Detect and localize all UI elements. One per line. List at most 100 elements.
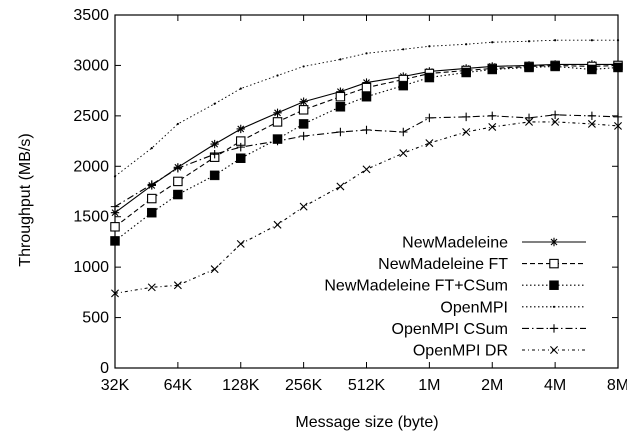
y-tick-label-0: 0 [100, 360, 109, 377]
y-tick-label-2500: 2500 [73, 108, 109, 125]
x-tick-label-32k: 32K [101, 377, 130, 394]
data-point-openmpi-csum-3m [524, 113, 534, 123]
data-point-openmpi-csum-256k [299, 131, 308, 141]
data-point-newmadeleine-ft-csum-512k [361, 91, 372, 102]
y-tick-label-1000: 1000 [73, 259, 109, 276]
data-point-openmpi-csum-512k [362, 125, 371, 135]
data-point-openmpi-96k [213, 102, 216, 105]
data-point-newmadeleine-384k [336, 87, 345, 96]
data-point-openmpi-csum-6m [587, 111, 597, 121]
data-point-newmadeleine-ft-csum-256k [298, 119, 309, 129]
data-point-openmpi-48k [150, 147, 153, 150]
data-point-newmadeleine-ft-192k [272, 117, 283, 127]
data-point-openmpi-dr-128k [236, 239, 245, 248]
legend-label-newmadeleine-ft-csum: NewMadeleine FT+CSum [324, 278, 508, 295]
data-point-newmadeleine-ft-csum-6m [587, 64, 597, 75]
data-point-openmpi-csum-96k [210, 149, 219, 159]
series-newmadeleine-ft [110, 60, 623, 232]
data-point-newmadeleine-256k [299, 97, 308, 106]
data-point-openmpi-csum-768k [399, 127, 408, 137]
data-point-openmpi-1m [428, 45, 431, 48]
data-point-openmpi-csum-48k [147, 180, 156, 189]
legend-label-newmadeleine-ft: NewMadeleine FT [378, 256, 508, 273]
y-tick-label-3500: 3500 [73, 7, 109, 24]
x-tick-label-4m: 4M [544, 377, 566, 394]
data-point-newmadeleine-ft-csum-3m [524, 62, 534, 73]
y-axis-title: Throughput (MB/s) [17, 133, 34, 266]
data-point-openmpi-csum-1m [425, 113, 434, 123]
legend-label-openmpi-dr: OpenMPI DR [413, 343, 508, 360]
plot-frame [114, 14, 619, 369]
data-point-openmpi-768k [402, 48, 405, 51]
data-point-openmpi-csum-1-5m [461, 112, 471, 122]
data-point-openmpi-64k [176, 122, 179, 126]
y-tick-label-3000: 3000 [73, 57, 109, 74]
x-tick-label-128k: 128K [222, 377, 260, 394]
x-tick-label-8m: 8M [607, 377, 627, 394]
legend-item-openmpi: OpenMPI [440, 299, 586, 316]
data-point-newmadeleine-ft-csum-64k [173, 189, 183, 200]
data-point-newmadeleine-96k [210, 139, 219, 149]
series-line-openmpi-dr [114, 121, 619, 294]
data-point-openmpi-csum-128k [236, 142, 245, 152]
legend-marker-newmadeleine-ft-csum [549, 280, 559, 290]
x-tick-label-256k: 256K [285, 377, 323, 394]
data-point-openmpi-csum-8m [613, 112, 623, 122]
data-point-newmadeleine-ft-csum-32k [110, 236, 120, 246]
data-point-openmpi-csum-32k [110, 202, 120, 211]
legend-marker-openmpi-csum [549, 324, 559, 333]
legend-item-newmadeleine-ft-csum: NewMadeleine FT+CSum [324, 278, 586, 295]
data-point-newmadeleine-ft-64k [173, 176, 183, 187]
series-openmpi-csum [110, 110, 623, 211]
y-tick-label-500: 500 [82, 310, 109, 327]
data-point-openmpi-6m [590, 39, 594, 42]
data-point-newmadeleine-ft-csum-48k [147, 207, 157, 218]
data-point-openmpi-256k [302, 65, 305, 68]
legend-item-openmpi-csum: OpenMPI CSum [392, 321, 586, 338]
data-point-newmadeleine-ft-csum-384k [335, 102, 346, 112]
data-point-newmadeleine-ft-csum-4m [550, 61, 560, 72]
data-point-openmpi-2m [491, 41, 494, 44]
legend-item-openmpi-dr: OpenMPI DR [413, 343, 586, 360]
data-point-newmadeleine-ft-csum-96k [209, 170, 220, 181]
data-point-openmpi-4m [554, 39, 557, 42]
data-point-openmpi-csum-2m [488, 111, 497, 121]
data-point-openmpi-dr-96k [210, 265, 219, 274]
data-point-newmadeleine-ft-csum-2m [487, 64, 497, 75]
series-openmpi-dr [111, 117, 622, 298]
x-axis-title: Message size (byte) [295, 414, 438, 431]
data-point-openmpi-8m [616, 39, 620, 42]
data-point-newmadeleine-ft-512k [361, 82, 372, 93]
data-point-openmpi-dr-3m [525, 117, 534, 126]
data-point-newmadeleine-192k [273, 108, 282, 118]
series-line-openmpi [114, 39, 618, 177]
x-tick-label-64k: 64K [164, 377, 193, 394]
data-point-openmpi-dr-384k [336, 182, 345, 191]
data-point-openmpi-dr-48k [147, 283, 156, 292]
data-point-newmadeleine-ft-384k [335, 91, 346, 102]
data-point-openmpi-dr-256k [299, 202, 308, 211]
data-point-newmadeleine-ft-csum-128k [236, 153, 246, 163]
legend-item-newmadeleine: NewMadeleine [402, 235, 586, 252]
data-point-newmadeleine-ft-256k [298, 105, 309, 115]
legend-marker-openmpi [552, 305, 556, 308]
data-point-openmpi-192k [276, 74, 279, 77]
data-point-openmpi-csum-192k [273, 136, 282, 146]
data-point-openmpi-csum-4m [550, 110, 560, 120]
legend-item-newmadeleine-ft: NewMadeleine FT [378, 256, 586, 273]
data-point-openmpi-dr-1-5m [462, 128, 471, 136]
data-point-openmpi-dr-64k [173, 281, 182, 290]
y-tick-label-2000: 2000 [73, 158, 109, 175]
data-point-newmadeleine-ft-csum-1m [424, 72, 435, 83]
data-point-openmpi-dr-768k [399, 149, 408, 158]
data-point-openmpi-dr-512k [362, 165, 371, 174]
data-point-openmpi-dr-32k [111, 289, 119, 298]
data-point-openmpi-1-5m [465, 43, 468, 46]
legend-marker-openmpi-dr [550, 346, 558, 354]
series-openmpi [113, 39, 620, 178]
x-tick-label-2m: 2M [481, 377, 503, 394]
legend-label-newmadeleine: NewMadeleine [402, 235, 508, 252]
data-point-newmadeleine-ft-csum-8m [613, 62, 623, 73]
data-point-openmpi-dr-1m [425, 139, 434, 148]
